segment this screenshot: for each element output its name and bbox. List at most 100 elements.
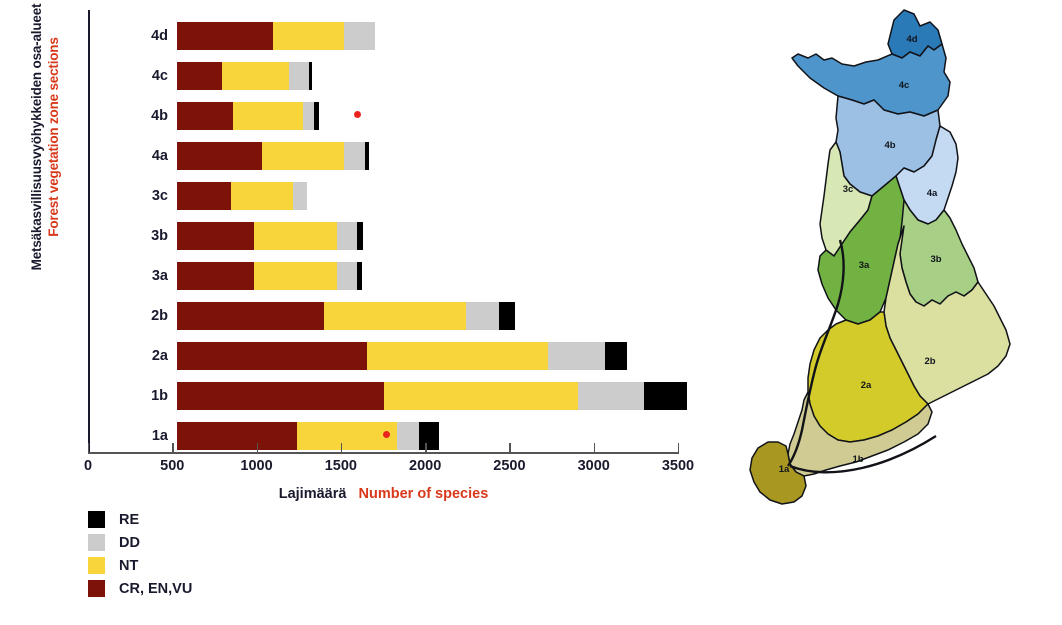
bar-segment-nt[interactable] — [323, 302, 467, 330]
bar-segment-re[interactable] — [364, 142, 369, 170]
x-axis-tick-label: 1500 — [324, 458, 357, 474]
bar-segment-cr-en-vu[interactable] — [177, 142, 262, 170]
bar-segment-dd[interactable] — [578, 382, 644, 410]
bar-row[interactable]: 4d — [151, 22, 375, 50]
bar-row[interactable]: 4a — [152, 142, 369, 170]
bar-segment-re[interactable] — [605, 342, 627, 370]
x-axis-tick — [678, 443, 680, 453]
y-axis-title: Metsäkasvillisuusvyöhykkeiden osa-alueet… — [28, 0, 62, 302]
map-region-3b[interactable] — [899, 199, 979, 307]
legend-item[interactable]: DD — [88, 531, 192, 554]
y-axis-line — [88, 10, 90, 453]
x-axis-tick-label: 3000 — [577, 458, 610, 474]
bar-segment-re[interactable] — [418, 422, 439, 450]
bar-row[interactable]: 1b — [151, 382, 687, 410]
bar-segment-cr-en-vu[interactable] — [177, 302, 324, 330]
bar-row[interactable]: 4c — [152, 62, 312, 90]
x-axis-tick — [593, 443, 596, 453]
legend-item[interactable]: CR, EN,VU — [88, 577, 192, 600]
map-region-label-1b: 1b — [852, 454, 863, 465]
bar-segment-cr-en-vu[interactable] — [177, 222, 255, 250]
map-region-label-3a: 3a — [859, 260, 870, 271]
bar-segment-dd[interactable] — [288, 62, 309, 90]
bar-segment-cr-en-vu[interactable] — [177, 262, 255, 290]
bar-segment-re[interactable] — [643, 382, 687, 410]
x-axis-line — [88, 452, 679, 454]
map-region-label-4a: 4a — [927, 188, 938, 199]
bar-segment-nt[interactable] — [230, 182, 293, 210]
bar-segment-dd[interactable] — [302, 102, 315, 130]
bar-segment-cr-en-vu[interactable] — [177, 342, 367, 370]
red-dot-marker-icon — [354, 111, 362, 118]
legend-swatch-icon — [88, 580, 105, 597]
bar-segment-cr-en-vu[interactable] — [177, 382, 384, 410]
legend-swatch-icon — [88, 511, 105, 528]
bar-segment-nt[interactable] — [366, 342, 548, 370]
y-axis-category-label: 3c — [151, 188, 168, 204]
bar-segment-re[interactable] — [498, 302, 515, 330]
bar-segment-nt[interactable] — [297, 422, 397, 450]
bar-segment-cr-en-vu[interactable] — [177, 62, 222, 90]
y-axis-category-label: 2a — [151, 348, 168, 364]
bar-segment-dd[interactable] — [547, 342, 605, 370]
x-axis-tick — [340, 443, 343, 453]
x-axis-tick — [425, 443, 427, 453]
bar-segment-nt[interactable] — [261, 142, 344, 170]
bar-segment-dd[interactable] — [396, 422, 419, 450]
legend-label: NT — [119, 557, 139, 574]
chart-panel: Metsäkasvillisuusvyöhykkeiden osa-alueet… — [28, 0, 694, 600]
bar-row[interactable]: 4b — [151, 102, 362, 130]
y-axis-category-label: 4d — [151, 28, 168, 44]
bar-segment-nt[interactable] — [272, 22, 344, 50]
bar-segment-nt[interactable] — [222, 62, 289, 90]
bar-row[interactable]: 2a — [152, 342, 627, 370]
bar-segment-nt[interactable] — [254, 262, 337, 290]
y-axis-category-label: 3a — [151, 268, 168, 284]
bar-segment-cr-en-vu[interactable] — [177, 22, 273, 50]
x-axis-tick — [88, 443, 90, 453]
x-axis-tick — [172, 443, 174, 453]
bar-segment-re[interactable] — [308, 62, 312, 90]
y-axis-category-label: 4b — [151, 108, 168, 124]
bar-segment-dd[interactable] — [336, 222, 358, 250]
bar-segment-dd[interactable] — [292, 182, 307, 210]
bar-segment-dd[interactable] — [343, 142, 365, 170]
bar-row[interactable]: 2b — [151, 302, 515, 330]
bar-segment-dd[interactable] — [336, 262, 358, 290]
legend-item[interactable]: RE — [88, 508, 192, 531]
x-axis-tick-label: 1000 — [240, 458, 273, 474]
y-axis-category-label: 1a — [151, 428, 168, 444]
legend: RE DD NT CR, EN,VU — [88, 508, 192, 600]
bar-segment-re[interactable] — [357, 222, 363, 250]
legend-swatch-icon — [88, 534, 105, 551]
x-axis-title: Lajimäärä Number of species — [88, 486, 679, 502]
map-region-label-4c: 4c — [899, 80, 910, 91]
bar-segment-nt[interactable] — [254, 222, 337, 250]
bar-segment-cr-en-vu[interactable] — [177, 102, 233, 130]
bar-segment-dd[interactable] — [343, 22, 375, 50]
bar-row[interactable]: 1a — [152, 422, 439, 450]
map-region-label-2b: 2b — [924, 356, 935, 367]
bar-segment-re[interactable] — [357, 262, 362, 290]
x-axis-tick — [509, 443, 511, 453]
x-axis-tick-label: 0 — [83, 458, 93, 474]
x-axis-tick-label: 500 — [160, 458, 185, 474]
legend-swatch-icon — [88, 557, 105, 574]
y-axis-category-label: 1b — [151, 388, 168, 404]
bar-segment-nt[interactable] — [232, 102, 303, 130]
bar-row[interactable]: 3c — [152, 182, 307, 210]
map-region-1b[interactable] — [787, 391, 933, 477]
bar-segment-cr-en-vu[interactable] — [177, 422, 298, 450]
bar-segment-nt[interactable] — [384, 382, 579, 410]
map-region-label-4d: 4d — [906, 34, 917, 45]
map-region-label-3c: 3c — [843, 184, 854, 195]
map-region-1a[interactable] — [749, 441, 807, 505]
bar-row[interactable]: 3b — [151, 222, 363, 250]
legend-item[interactable]: NT — [88, 554, 192, 577]
bar-row[interactable]: 3a — [152, 262, 362, 290]
bar-segment-re[interactable] — [314, 102, 319, 130]
bar-segment-dd[interactable] — [466, 302, 499, 330]
map-region-label-2a: 2a — [861, 380, 872, 391]
bar-segment-cr-en-vu[interactable] — [177, 182, 231, 210]
x-axis-tick — [256, 443, 258, 453]
